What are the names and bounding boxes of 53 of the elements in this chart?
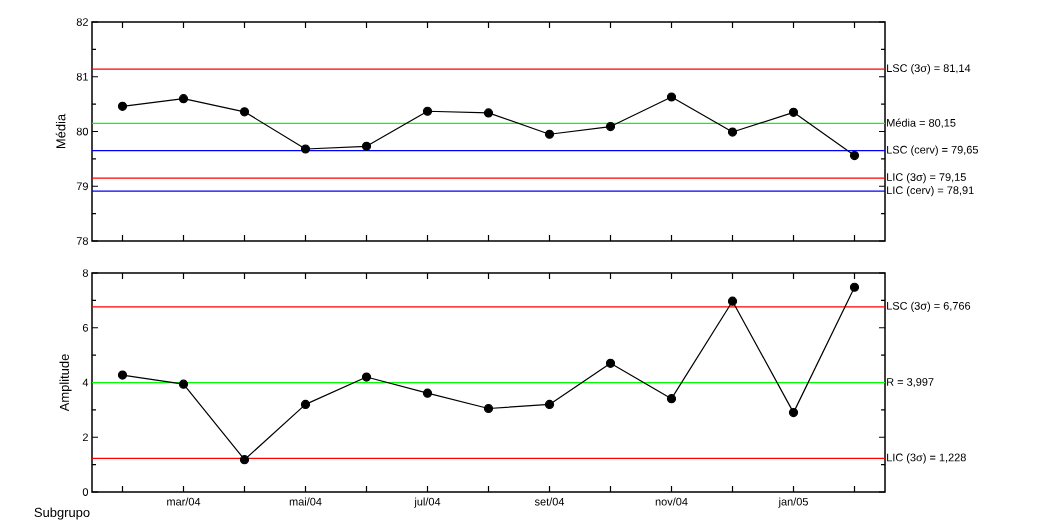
point <box>849 282 860 292</box>
x-tick-label: mar/04 <box>167 497 201 506</box>
point <box>117 370 128 380</box>
point <box>483 403 494 414</box>
x-axis-title: Subgrupo <box>34 507 90 520</box>
point <box>544 399 555 409</box>
y-axis-title: Amplitude <box>59 354 72 412</box>
ref-line-label: LSC (3σ) = 6,766 <box>887 301 971 312</box>
point <box>239 107 250 117</box>
ref-line-label: LIC (3σ) = 1,228 <box>887 453 966 464</box>
y-tick-label: 0 <box>82 488 89 496</box>
point <box>605 358 616 368</box>
point <box>849 150 860 161</box>
ref-line-label: R = 3,997 <box>887 378 934 388</box>
point <box>788 408 799 418</box>
ref-line-label: Média = 80,15 <box>887 118 956 129</box>
ref-line-label: LIC (3σ) = 79,15 <box>887 172 966 184</box>
point <box>727 127 738 137</box>
point <box>361 372 372 382</box>
point <box>666 92 677 102</box>
point <box>300 399 311 409</box>
point <box>239 455 250 465</box>
x-tick-label: set/04 <box>534 497 565 506</box>
y-tick-label: 8 <box>82 269 88 277</box>
point <box>300 144 311 154</box>
y-tick-label: 81 <box>76 72 88 81</box>
y-axis-title: Média <box>55 113 66 149</box>
ref-line-label: LIC (cerv) = 78,91 <box>887 186 974 197</box>
point <box>361 141 372 151</box>
point <box>483 108 494 118</box>
x-tick-label: jul/04 <box>414 497 441 508</box>
point <box>605 121 616 132</box>
ref-line-label: LSC (cerv) = 79,65 <box>887 145 978 156</box>
ref-line-label: LSC (3σ) = 81,14 <box>887 63 971 75</box>
x-tick-label: mai/04 <box>289 497 322 506</box>
point <box>178 379 189 389</box>
y-tick-label: 78 <box>76 237 88 245</box>
y-tick-label: 80 <box>76 127 89 136</box>
point <box>727 296 738 306</box>
point <box>544 129 555 139</box>
x-tick-label: nov/04 <box>655 497 688 506</box>
y-tick-label: 6 <box>82 323 88 332</box>
point <box>666 394 677 404</box>
point <box>788 107 799 117</box>
y-tick-label: 79 <box>76 182 88 191</box>
x-tick-label: jan/05 <box>778 497 808 508</box>
point <box>422 388 433 398</box>
point <box>422 106 433 116</box>
y-tick-label: 2 <box>82 433 88 442</box>
y-tick-label: 4 <box>82 378 89 387</box>
y-tick-label: 82 <box>76 18 88 26</box>
point <box>117 101 128 111</box>
point <box>178 94 189 104</box>
